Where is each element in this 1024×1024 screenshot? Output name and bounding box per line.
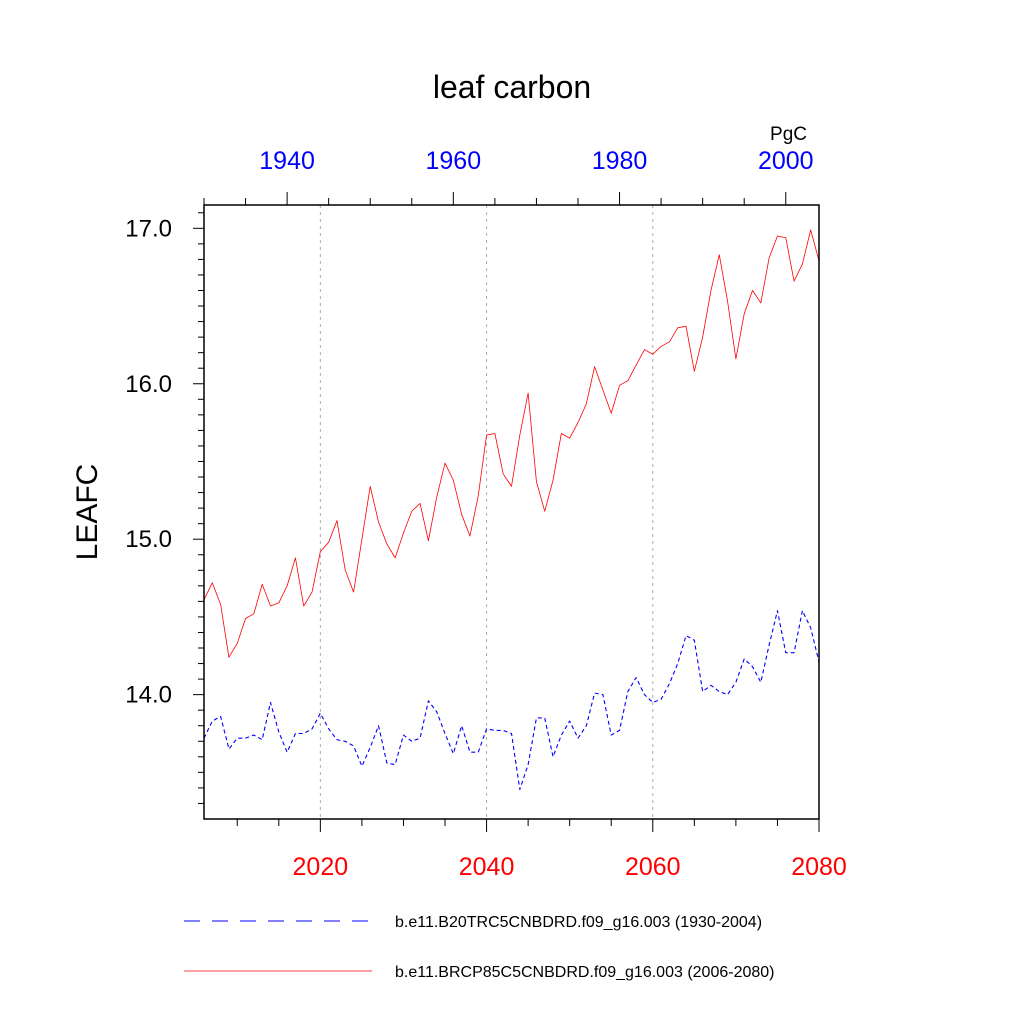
units-label: PgC xyxy=(770,124,807,145)
plot-frame xyxy=(203,204,820,820)
legend: b.e11.B20TRC5CNBDRD.f09_g16.003 (1930-20… xyxy=(184,914,774,981)
x-bottom-tick-label: 2060 xyxy=(625,853,681,881)
x-top-tick-label: 2000 xyxy=(758,147,814,175)
gridlines xyxy=(319,205,654,819)
y-tick-label: 14.0 xyxy=(125,682,172,709)
legend-label-hist: b.e11.B20TRC5CNBDRD.f09_g16.003 (1930-20… xyxy=(395,914,762,931)
data-series xyxy=(203,229,820,791)
y-axis-label: LEAFC xyxy=(71,464,104,561)
x-top-tick-label: 1940 xyxy=(259,147,315,175)
series-line-rcp85 xyxy=(203,229,820,658)
x-top-tick-label: 1980 xyxy=(592,147,648,175)
x-bottom-tick-label: 2080 xyxy=(791,853,847,881)
x-bottom-tick-label: 2040 xyxy=(459,853,515,881)
series-line-historical xyxy=(203,610,820,791)
legend-label-rcp85: b.e11.BRCP85C5CNBDRD.f09_g16.003 (2006-2… xyxy=(395,964,774,981)
x-top-tick-label: 1960 xyxy=(426,147,482,175)
chart-title: leaf carbon xyxy=(433,69,591,105)
tick-labels: 14.0 15.0 16.0 17.0 2020 2040 2060 2080 1940 1960… xyxy=(125,147,847,881)
y-tick-label: 16.0 xyxy=(125,371,172,398)
x-bottom-tick-label: 2020 xyxy=(293,853,349,881)
y-tick-label: 17.0 xyxy=(125,215,172,242)
axis-ticks xyxy=(193,192,820,832)
y-tick-label: 15.0 xyxy=(125,526,172,553)
